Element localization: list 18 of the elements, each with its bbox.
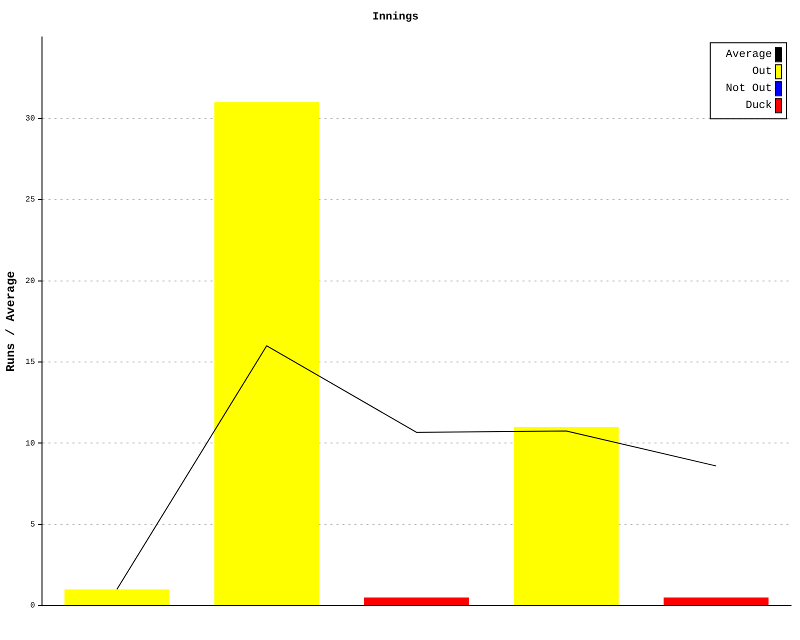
legend-label: Duck xyxy=(746,100,772,112)
bar xyxy=(364,597,469,606)
bar xyxy=(514,426,619,606)
y-tick-label: 30 xyxy=(25,114,36,124)
bar xyxy=(214,102,320,606)
y-tick-label: 20 xyxy=(25,276,36,286)
chart-title: Innings xyxy=(372,11,419,24)
bar xyxy=(64,589,170,606)
bar xyxy=(664,597,769,606)
y-tick-label: 5 xyxy=(30,520,36,530)
y-axis-title: Runs / Average xyxy=(4,270,18,372)
y-tick-label: 25 xyxy=(25,196,36,205)
y-tick-label: 15 xyxy=(25,358,36,368)
y-tick-label: 10 xyxy=(25,439,36,448)
legend-label: Average xyxy=(726,49,772,62)
y-tick-label: 0 xyxy=(30,602,36,611)
legend-label: Out xyxy=(752,66,772,78)
legend-label: Not Out xyxy=(726,83,772,96)
